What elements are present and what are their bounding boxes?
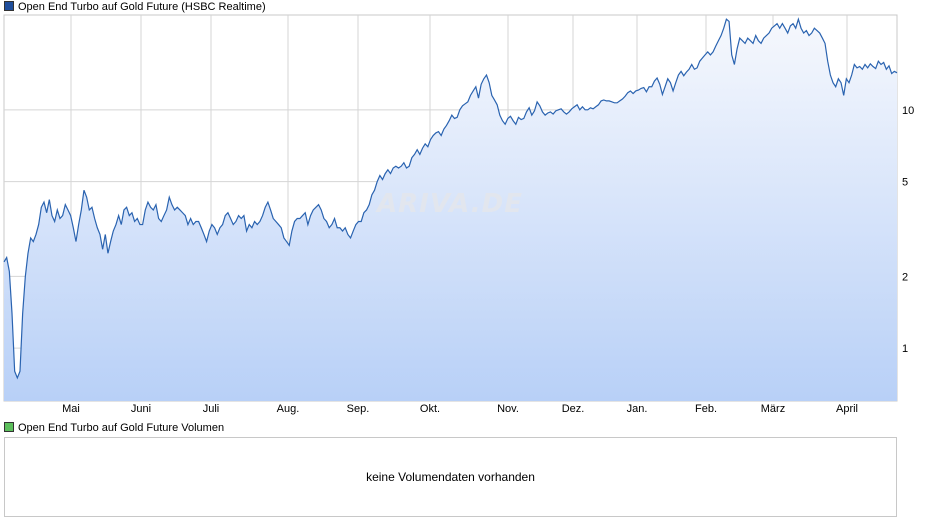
volume-legend-swatch: [4, 422, 14, 432]
y-axis-ticks: 1 2 5 10: [902, 105, 914, 355]
no-volume-message: keine Volumendaten vorhanden: [366, 470, 535, 484]
volume-panel: keine Volumendaten vorhanden: [4, 437, 897, 517]
x-tick-label: März: [761, 403, 785, 415]
y-tick-label: 10: [902, 105, 914, 117]
x-tick-label: Feb.: [695, 403, 717, 415]
x-tick-label: Juli: [203, 403, 220, 415]
y-tick-label: 2: [902, 271, 908, 283]
x-tick-label: Sep.: [347, 403, 370, 415]
volume-legend: Open End Turbo auf Gold Future Volumen: [4, 421, 224, 435]
x-tick-label: April: [836, 403, 858, 415]
x-tick-label: Okt.: [420, 403, 440, 415]
volume-legend-label: Open End Turbo auf Gold Future Volumen: [18, 422, 225, 434]
x-tick-label: Dez.: [562, 403, 585, 415]
x-tick-label: Nov.: [497, 403, 519, 415]
price-area: [4, 19, 897, 401]
y-tick-label: 5: [902, 177, 908, 189]
x-axis-ticks: Mai Juni Juli Aug. Sep. Okt. Nov. Dez. Jan. Feb. M…: [62, 403, 858, 415]
x-tick-label: Jan.: [627, 403, 648, 415]
x-tick-label: Juni: [131, 403, 151, 415]
price-legend-swatch: [4, 1, 14, 11]
price-legend-label: Open End Turbo auf Gold Future (HSBC Rea…: [18, 1, 266, 13]
watermark: ARIVA.DE: [375, 189, 523, 219]
price-line: [3, 17, 898, 380]
price-chart: ARIVA.DE 1 2 5 10 Mai Juni Juli Aug. Sep. Okt. No…: [3, 14, 914, 415]
y-tick-label: 1: [902, 343, 908, 355]
x-tick-label: Mai: [62, 403, 80, 415]
x-tick-label: Aug.: [277, 403, 300, 415]
price-legend: Open End Turbo auf Gold Future (HSBC Rea…: [4, 0, 266, 14]
